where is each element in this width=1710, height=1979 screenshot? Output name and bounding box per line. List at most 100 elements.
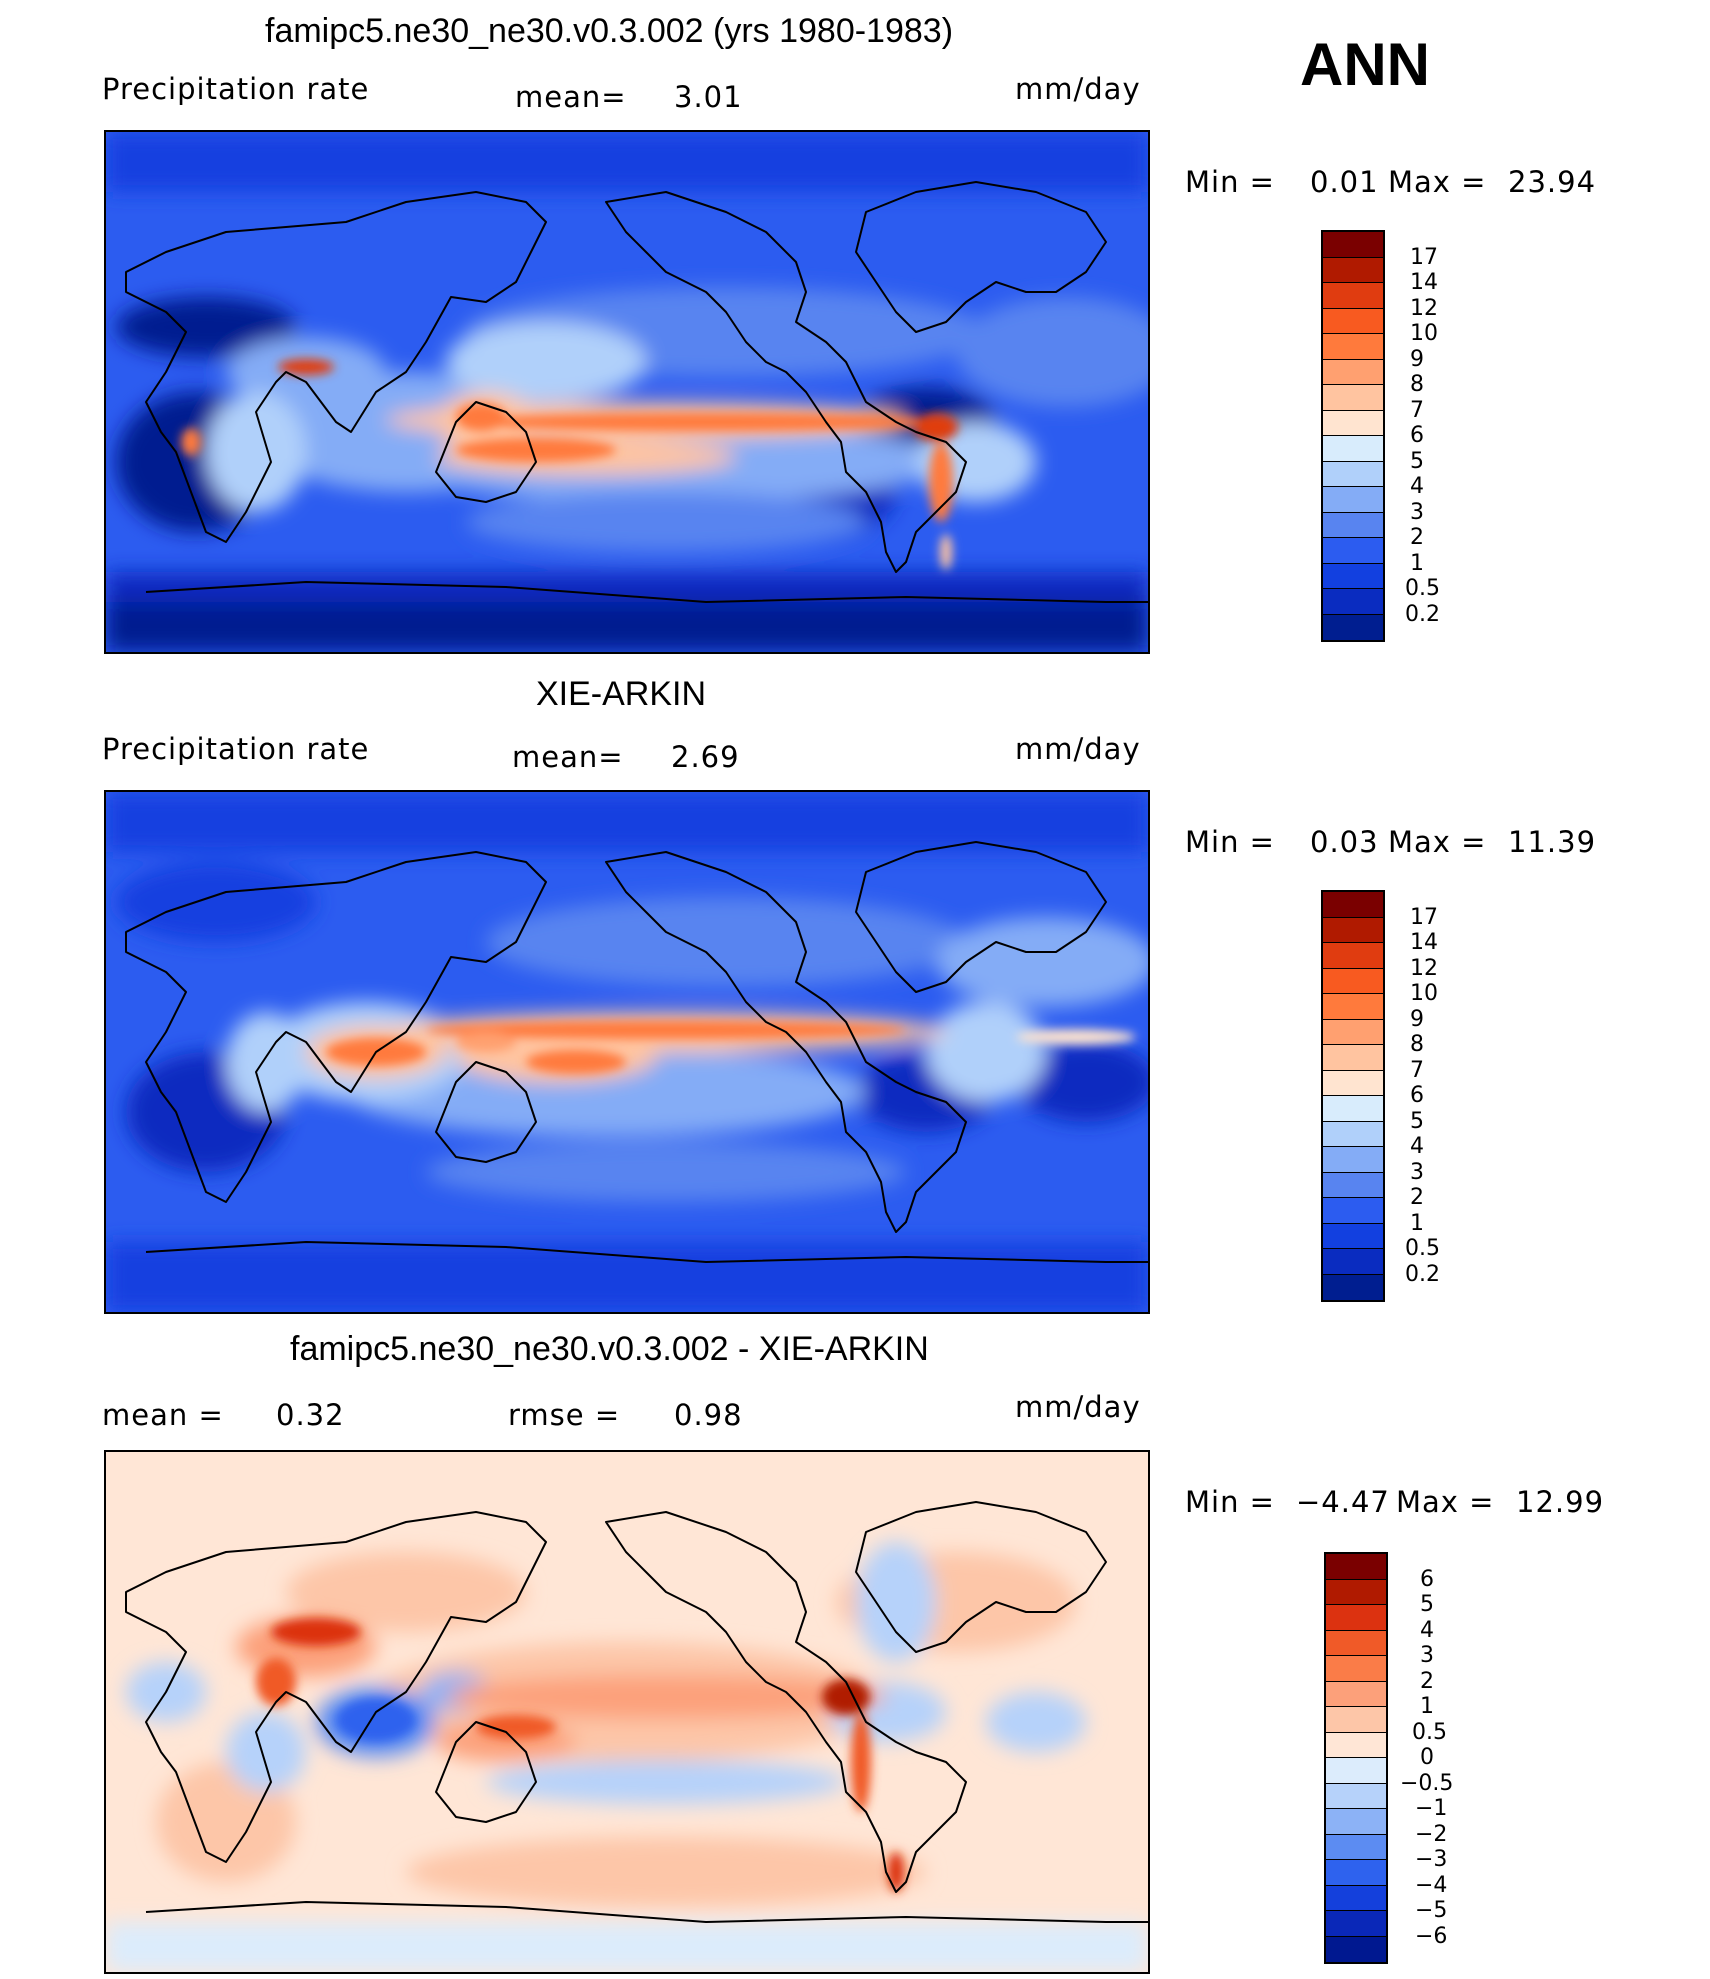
panel1-units: mm/day — [1015, 72, 1141, 106]
panel3-colorbar-swatch — [1326, 1860, 1386, 1886]
panel1-max-value: 23.94 — [1508, 165, 1597, 199]
panel2-colorbar-swatch — [1323, 1249, 1383, 1275]
panel2-colorbar-swatch — [1323, 1274, 1383, 1300]
panel3-min-label: Min = — [1185, 1485, 1275, 1519]
panel3-units: mm/day — [1015, 1390, 1141, 1424]
panel2-min-label: Min = — [1185, 825, 1275, 859]
panel3-colorbar-tick: 3 — [1420, 1643, 1434, 1668]
panel2-mean-label: mean= — [512, 740, 624, 774]
panel2-colorbar-swatch — [1323, 968, 1383, 994]
panel1-colorbar-tick: 6 — [1410, 423, 1424, 448]
panel2-colorbar-swatch — [1323, 1070, 1383, 1096]
panel3-colorbar-swatch — [1326, 1936, 1386, 1962]
panel3-colorbar-tick: −4 — [1415, 1873, 1448, 1898]
panel2-colorbar-swatch — [1323, 994, 1383, 1020]
panel1-colorbar-swatch — [1323, 563, 1383, 589]
panel3-max-label: Max = — [1396, 1485, 1495, 1519]
panel1-mean-label: mean= — [515, 80, 627, 114]
panel1-colorbar-swatch — [1323, 461, 1383, 487]
panel2-colorbar-swatch — [1323, 1096, 1383, 1122]
panel3-colorbar-tick: 0 — [1420, 1745, 1434, 1770]
panel3-title: famipc5.ne30_ne30.v0.3.002 - XIE-ARKIN — [290, 1330, 929, 1368]
panel1-title: famipc5.ne30_ne30.v0.3.002 (yrs 1980-198… — [265, 12, 954, 50]
panel3-colorbar-swatch — [1326, 1656, 1386, 1682]
panel1-colorbar-swatch — [1323, 283, 1383, 309]
panel3-colorbar-swatch — [1326, 1579, 1386, 1605]
panel1-colorbar-tick: 8 — [1410, 372, 1424, 397]
panel2-colorbar-swatch — [1323, 1147, 1383, 1173]
panel1-colorbar-tick: 9 — [1410, 347, 1424, 372]
panel2-colorbar-swatch — [1323, 1223, 1383, 1249]
panel1-colorbar-swatch — [1323, 538, 1383, 564]
panel2-map — [104, 790, 1150, 1314]
panel1-colorbar-tick: 2 — [1410, 525, 1424, 550]
panel3-mean-value: 0.32 — [276, 1398, 345, 1432]
panel3-colorbar-tick: 5 — [1420, 1592, 1434, 1617]
panel3-colorbar-swatch — [1326, 1681, 1386, 1707]
panel3-map — [104, 1450, 1150, 1974]
panel1-variable-label: Precipitation rate — [102, 72, 370, 106]
panel3-colorbar-swatch — [1326, 1605, 1386, 1631]
panel3-colorbar-tick: −1 — [1415, 1796, 1448, 1821]
panel1-colorbar-swatch — [1323, 589, 1383, 615]
panel1-colorbar — [1321, 230, 1385, 642]
panel1-max-label: Max = — [1388, 165, 1487, 199]
panel3-max-value: 12.99 — [1516, 1485, 1605, 1519]
panel3-colorbar-tick: −6 — [1415, 1924, 1448, 1949]
panel2-colorbar-swatch — [1323, 1045, 1383, 1071]
panel1-colorbar-tick: 4 — [1410, 474, 1424, 499]
panel3-colorbar-swatch — [1326, 1630, 1386, 1656]
panel1-colorbar-tick: 7 — [1410, 398, 1424, 423]
panel2-colorbar-tick: 14 — [1410, 930, 1438, 955]
panel3-colorbar-tick: 0.5 — [1412, 1720, 1447, 1745]
panel1-colorbar-swatch — [1323, 436, 1383, 462]
panel3-rmse-label: rmse = — [508, 1398, 621, 1432]
panel1-colorbar-swatch — [1323, 257, 1383, 283]
panel2-colorbar-tick: 0.2 — [1405, 1262, 1440, 1287]
panel2-colorbar-tick: 9 — [1410, 1007, 1424, 1032]
panel2-colorbar-tick: 10 — [1410, 981, 1438, 1006]
panel3-colorbar-tick: −2 — [1415, 1822, 1448, 1847]
panel2-colorbar — [1321, 890, 1385, 1302]
panel3-colorbar-tick: 2 — [1420, 1669, 1434, 1694]
panel3-colorbar-tick: −0.5 — [1400, 1771, 1454, 1796]
panel2-max-label: Max = — [1388, 825, 1487, 859]
panel3-colorbar-swatch — [1326, 1707, 1386, 1733]
panel3-colorbar-tick: −5 — [1415, 1898, 1448, 1923]
panel3-colorbar-swatch — [1326, 1885, 1386, 1911]
panel1-colorbar-tick: 17 — [1410, 245, 1438, 270]
panel2-colorbar-tick: 6 — [1410, 1083, 1424, 1108]
panel2-colorbar-tick: 2 — [1410, 1185, 1424, 1210]
panel2-variable-label: Precipitation rate — [102, 732, 370, 766]
panel1-mean-value: 3.01 — [674, 80, 743, 114]
panel1-colorbar-tick: 0.2 — [1405, 602, 1440, 627]
panel3-colorbar-swatch — [1326, 1732, 1386, 1758]
panel2-colorbar-swatch — [1323, 1121, 1383, 1147]
panel3-colorbar-tick: 6 — [1420, 1567, 1434, 1592]
panel2-colorbar-tick: 17 — [1410, 905, 1438, 930]
panel2-colorbar-tick: 1 — [1410, 1211, 1424, 1236]
panel1-colorbar-swatch — [1323, 334, 1383, 360]
panel1-colorbar-tick: 0.5 — [1405, 576, 1440, 601]
panel2-colorbar-swatch — [1323, 917, 1383, 943]
panel1-colorbar-swatch — [1323, 487, 1383, 513]
panel1-colorbar-tick: 5 — [1410, 449, 1424, 474]
panel1-colorbar-swatch — [1323, 410, 1383, 436]
panel3-colorbar-tick: 1 — [1420, 1694, 1434, 1719]
panel1-colorbar-tick: 1 — [1410, 551, 1424, 576]
panel3-mean-label: mean = — [102, 1398, 224, 1432]
panel3-colorbar-tick: −3 — [1415, 1847, 1448, 1872]
panel3-colorbar-swatch — [1326, 1554, 1386, 1580]
panel3-colorbar-swatch — [1326, 1758, 1386, 1784]
panel3-colorbar-tick: 4 — [1420, 1618, 1434, 1643]
season-label: ANN — [1300, 31, 1430, 98]
panel3-rmse-value: 0.98 — [674, 1398, 743, 1432]
panel1-colorbar-swatch — [1323, 512, 1383, 538]
panel3-min-value: −4.47 — [1296, 1485, 1390, 1519]
panel1-map-field — [106, 132, 1148, 652]
panel3-colorbar-swatch — [1326, 1783, 1386, 1809]
panel2-colorbar-tick: 0.5 — [1405, 1236, 1440, 1261]
panel1-min-value: 0.01 — [1310, 165, 1379, 199]
panel3-colorbar-swatch — [1326, 1911, 1386, 1937]
panel2-map-field — [106, 792, 1148, 1312]
